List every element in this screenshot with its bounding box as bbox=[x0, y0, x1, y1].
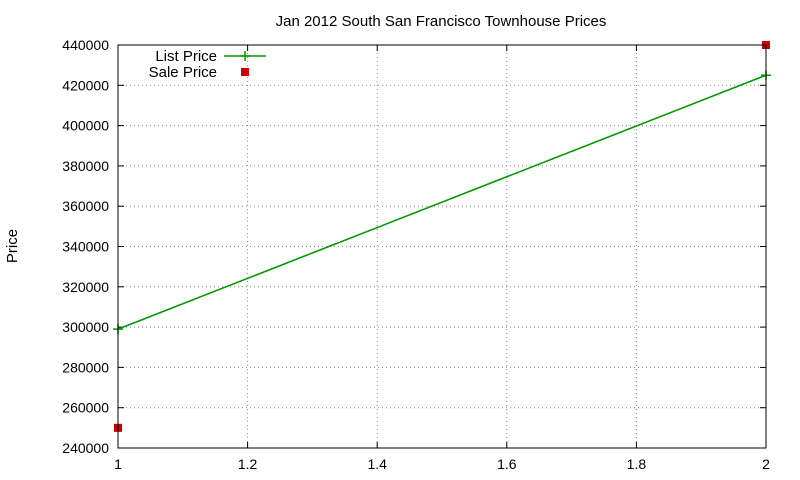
legend-label-sale-price: Sale Price bbox=[149, 64, 217, 81]
y-tick-label: 240000 bbox=[62, 440, 109, 456]
y-axis-ticks: 240000 260000 280000 300000 320000 340000 3600… bbox=[62, 37, 766, 456]
x-tick-label: 1.4 bbox=[367, 456, 387, 472]
y-tick-label: 320000 bbox=[62, 279, 109, 295]
y-tick-label: 360000 bbox=[62, 198, 109, 214]
y-tick-label: 260000 bbox=[62, 400, 109, 416]
y-tick-label: 400000 bbox=[62, 118, 109, 134]
y-tick-label: 340000 bbox=[62, 239, 109, 255]
legend-marker-sale-price bbox=[241, 68, 249, 76]
y-tick-label: 380000 bbox=[62, 158, 109, 174]
x-tick-label: 1.6 bbox=[497, 456, 517, 472]
y-tick-label: 300000 bbox=[62, 319, 109, 335]
x-tick-label: 2 bbox=[762, 456, 770, 472]
legend-label-list-price: List Price bbox=[155, 48, 217, 65]
y-tick-label: 440000 bbox=[62, 37, 109, 53]
list-price-line bbox=[117, 74, 767, 330]
x-axis-ticks: 1 1.2 1.4 1.6 1.8 2 bbox=[114, 45, 770, 472]
y-axis-label: Price bbox=[4, 229, 21, 263]
y-tick-label: 420000 bbox=[62, 77, 109, 93]
y-tick-label: 280000 bbox=[62, 359, 109, 375]
legend-marker-list-price bbox=[240, 51, 250, 61]
x-tick-label: 1 bbox=[114, 456, 122, 472]
plot-series bbox=[113, 41, 771, 432]
x-tick-label: 1.2 bbox=[238, 456, 258, 472]
chart-title: Jan 2012 South San Francisco Townhouse P… bbox=[276, 13, 607, 30]
grid bbox=[118, 45, 766, 448]
plot-frame bbox=[117, 44, 767, 449]
x-tick-label: 1.8 bbox=[627, 456, 647, 472]
